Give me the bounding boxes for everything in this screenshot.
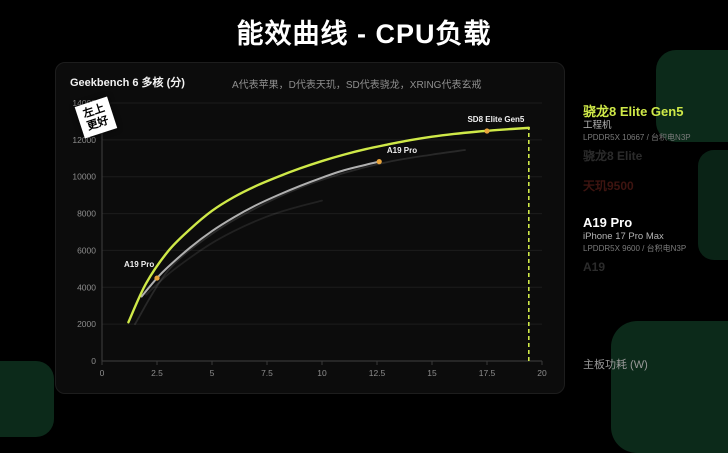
svg-text:20: 20 [537,368,547,378]
svg-text:A19 Pro: A19 Pro [387,146,417,155]
svg-text:7.5: 7.5 [261,368,273,378]
legend: 骁龙8 Elite Gen5 工程机 LPDDR5X 10667 / 台积电N3… [583,104,725,280]
svg-text:4000: 4000 [77,282,96,292]
svg-text:0: 0 [91,356,96,366]
svg-text:12.5: 12.5 [369,368,386,378]
legend-entry-name: 天玑9500 [583,179,634,193]
chart-panel: Geekbench 6 多核 (分) A代表苹果，D代表天玑，SD代表骁龙，XR… [55,62,565,394]
decor-blob-right-middle [698,150,728,260]
decor-blob-top-right [656,50,728,142]
legend-entry-name: A19 Pro [583,215,633,230]
svg-text:15: 15 [427,368,437,378]
legend-entry-spec: LPDDR5X 10667 / 台积电N3P [583,133,691,142]
legend-entry-device: 工程机 [583,120,612,131]
legend-entry: A19 [583,260,725,274]
x-axis-title: 主板功耗 (W) [583,359,648,371]
svg-text:A19 Pro: A19 Pro [124,260,154,269]
svg-text:10: 10 [317,368,327,378]
legend-entry-name: 骁龙8 Elite [583,149,643,163]
svg-text:12000: 12000 [72,135,96,145]
legend-entry-name: 骁龙8 Elite Gen5 [583,104,684,119]
y-axis-title: Geekbench 6 多核 (分) [70,77,185,89]
svg-text:17.5: 17.5 [479,368,496,378]
decor-blob-bottom-left [0,361,54,437]
chart-legend-note: A代表苹果，D代表天玑，SD代表骁龙，XRING代表玄戒 [232,80,482,91]
page-title: 能效曲线 - CPU负载 [236,19,492,49]
svg-text:5: 5 [210,368,215,378]
svg-text:6000: 6000 [77,245,96,255]
chart-svg: 0200040006000800010000120001400002.557.5… [72,98,547,378]
legend-entry: 天玑9500 [583,179,725,193]
svg-text:0: 0 [100,368,105,378]
legend-entry-device: iPhone 17 Pro Max [583,231,664,242]
legend-entry: 骁龙8 Elite [583,149,725,163]
legend-entry: 骁龙8 Elite Gen5 工程机 LPDDR5X 10667 / 台积电N3… [583,104,725,143]
svg-text:SD8 Elite Gen5: SD8 Elite Gen5 [467,115,524,124]
svg-text:2.5: 2.5 [151,368,163,378]
legend-entry: A19 Pro iPhone 17 Pro Max LPDDR5X 9600 /… [583,215,725,254]
decor-blob-bottom-right [611,321,728,453]
svg-text:8000: 8000 [77,209,96,219]
legend-entry-spec: LPDDR5X 9600 / 台积电N3P [583,244,687,253]
svg-text:2000: 2000 [77,319,96,329]
legend-entry-name: A19 [583,260,606,274]
svg-text:10000: 10000 [72,172,96,182]
